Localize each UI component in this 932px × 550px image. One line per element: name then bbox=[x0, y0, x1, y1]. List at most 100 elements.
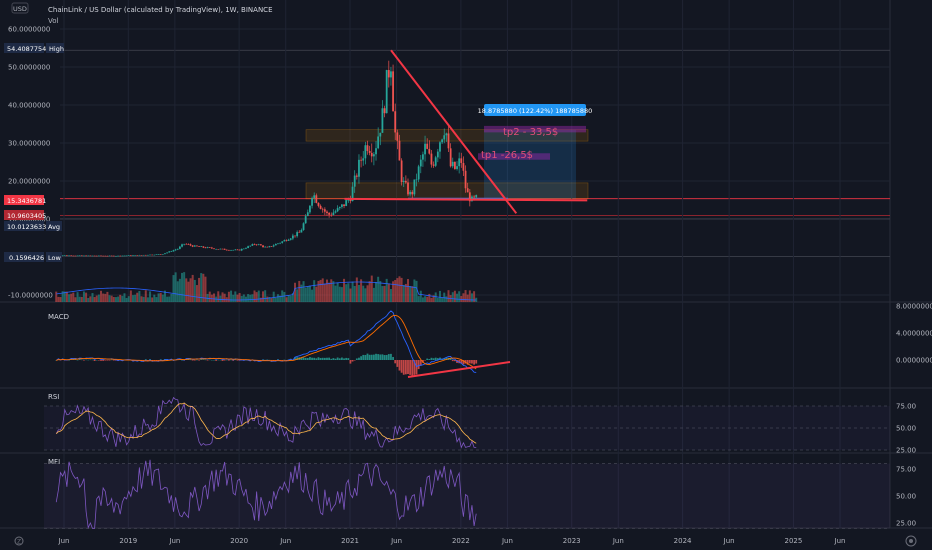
macd-histogram-bar bbox=[407, 360, 409, 375]
macd-pane bbox=[55, 310, 511, 378]
low-value-label: 0.1596426 bbox=[9, 254, 44, 262]
time-tick-label: Jun bbox=[612, 537, 624, 545]
volume-bar bbox=[193, 279, 196, 302]
macd-divergence-trendline bbox=[407, 361, 511, 378]
candle-body bbox=[426, 143, 429, 149]
time-tick-label: Jun bbox=[834, 537, 846, 545]
macd-histogram-bar bbox=[217, 359, 220, 361]
volume-bar bbox=[355, 277, 358, 302]
volume-bar bbox=[121, 295, 124, 302]
volume-bar bbox=[142, 296, 145, 302]
settings-gear-icon[interactable] bbox=[905, 535, 917, 547]
volume-bar bbox=[379, 281, 382, 302]
volume-bar bbox=[432, 295, 435, 302]
measure-callout-box bbox=[484, 104, 586, 116]
volume-bar bbox=[249, 294, 252, 302]
low-label-group: 0.1596426 Low bbox=[4, 252, 62, 262]
volume-bar bbox=[240, 295, 243, 302]
volume-bar bbox=[63, 291, 66, 302]
volume-bar bbox=[323, 283, 326, 302]
macd-histogram-bar bbox=[221, 360, 224, 361]
rsi-tick-label: 25.00 bbox=[896, 447, 916, 455]
volume-bar bbox=[364, 288, 367, 302]
time-tick-label: Jun bbox=[723, 537, 735, 545]
mfi-pane bbox=[44, 459, 890, 530]
candle-body bbox=[381, 108, 384, 133]
candle-body bbox=[208, 247, 211, 248]
volume-bar bbox=[338, 286, 341, 302]
zoom-reset-icon[interactable] bbox=[14, 536, 24, 546]
candle-body bbox=[372, 154, 375, 157]
macd-histogram-bar bbox=[279, 360, 281, 361]
candle-body bbox=[234, 249, 237, 251]
level-price-box bbox=[4, 210, 44, 220]
macd-histogram-bar bbox=[225, 359, 228, 361]
volume-bar bbox=[398, 276, 401, 302]
macd-histogram-bar bbox=[97, 360, 100, 361]
macd-histogram-bar bbox=[196, 359, 198, 361]
candle-body bbox=[370, 152, 373, 157]
volume-bar bbox=[244, 296, 247, 302]
volume-bar bbox=[114, 297, 117, 302]
candle-body bbox=[240, 248, 243, 251]
candle-body bbox=[390, 71, 392, 78]
volume-bar bbox=[385, 278, 388, 302]
volume-bar bbox=[146, 297, 149, 302]
candle-body bbox=[441, 139, 444, 143]
candle-body bbox=[76, 255, 79, 257]
macd-histogram-bar bbox=[313, 357, 316, 360]
macd-histogram-bar bbox=[428, 359, 431, 360]
time-axis[interactable]: Jun 2019 Jun 2020 Jun 2021 Jun 2022 Jun 2023 Jun 20… bbox=[58, 537, 846, 545]
volume-bar bbox=[163, 290, 166, 302]
volume-bar bbox=[157, 293, 160, 302]
volume-bar bbox=[430, 297, 433, 302]
macd-histogram-bar bbox=[475, 360, 478, 364]
candle-body bbox=[89, 255, 92, 257]
volume-bar bbox=[89, 296, 92, 302]
candle-body bbox=[93, 255, 96, 257]
macd-histogram-bar bbox=[468, 360, 471, 364]
volume-bar bbox=[78, 296, 81, 302]
candle-body bbox=[153, 254, 156, 256]
time-tick-label: Jun bbox=[501, 537, 513, 545]
macd-histogram-bar bbox=[379, 354, 382, 360]
macd-histogram-bar bbox=[104, 360, 107, 361]
macd-histogram-bar bbox=[230, 359, 232, 361]
currency-button[interactable]: USD bbox=[13, 5, 27, 13]
macd-histogram-bar bbox=[234, 359, 237, 361]
volume-bar bbox=[232, 294, 235, 302]
macd-histogram-bar bbox=[368, 354, 371, 360]
avg-label-group: 10.0123633 Avg bbox=[4, 221, 62, 231]
mfi-line bbox=[55, 459, 477, 530]
volume-bar bbox=[470, 293, 473, 302]
macd-histogram-bar bbox=[272, 360, 275, 361]
candle-body bbox=[87, 255, 90, 257]
candle-body bbox=[300, 229, 303, 233]
candles bbox=[55, 60, 478, 257]
volume-bar bbox=[296, 289, 299, 302]
volume-bar bbox=[383, 285, 386, 302]
candle-body bbox=[170, 251, 173, 252]
macd-histogram-bar bbox=[200, 359, 203, 360]
candle-body bbox=[100, 255, 102, 257]
volume-bar bbox=[270, 297, 273, 302]
macd-histogram-bar bbox=[375, 353, 377, 360]
volume-bar bbox=[456, 293, 459, 302]
candle-body bbox=[345, 200, 348, 206]
candle-body bbox=[394, 111, 397, 133]
volume-bar bbox=[129, 290, 132, 302]
macd-histogram-bar bbox=[436, 358, 439, 360]
volume-bar bbox=[389, 289, 392, 302]
candle-body bbox=[230, 250, 232, 251]
currency-button-frame[interactable] bbox=[11, 2, 29, 14]
candle-body bbox=[415, 179, 418, 181]
macd-histogram-bar bbox=[362, 354, 365, 360]
candle-body bbox=[189, 244, 192, 246]
volume-bar bbox=[287, 295, 290, 302]
candle-body bbox=[311, 197, 313, 206]
candle-body bbox=[434, 157, 437, 166]
mfi-tick-label: 75.00 bbox=[896, 466, 916, 474]
candle-body bbox=[377, 136, 380, 149]
macd-histogram-bar bbox=[187, 359, 190, 360]
